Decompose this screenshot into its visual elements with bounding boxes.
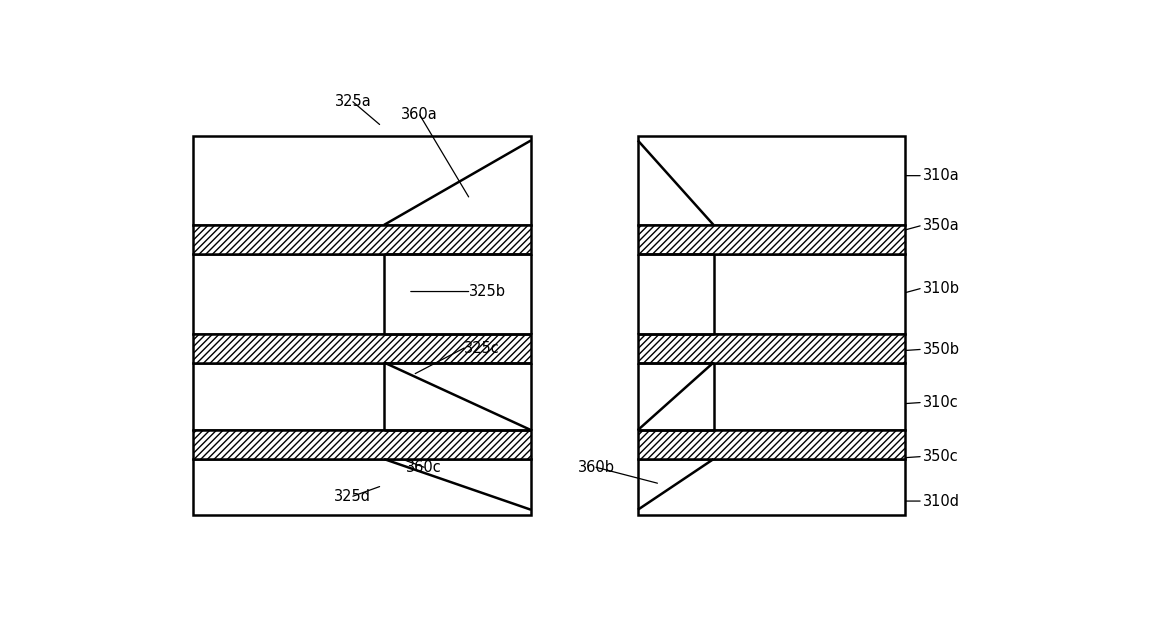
Polygon shape bbox=[193, 225, 531, 254]
Text: 310c: 310c bbox=[923, 395, 958, 410]
Polygon shape bbox=[193, 254, 384, 334]
Text: 325b: 325b bbox=[469, 284, 506, 299]
Polygon shape bbox=[193, 135, 531, 225]
Polygon shape bbox=[714, 362, 905, 430]
Text: 360b: 360b bbox=[578, 460, 615, 475]
Text: 310b: 310b bbox=[923, 281, 959, 296]
Text: 360a: 360a bbox=[401, 107, 438, 122]
Polygon shape bbox=[638, 135, 905, 225]
Polygon shape bbox=[638, 334, 905, 362]
Polygon shape bbox=[193, 430, 531, 459]
Text: 310a: 310a bbox=[923, 168, 959, 183]
Polygon shape bbox=[193, 362, 384, 430]
Polygon shape bbox=[638, 459, 905, 515]
Polygon shape bbox=[638, 430, 905, 459]
Text: 350a: 350a bbox=[923, 218, 959, 233]
Polygon shape bbox=[714, 254, 905, 334]
Polygon shape bbox=[638, 225, 905, 254]
Text: 325d: 325d bbox=[334, 488, 371, 503]
Text: 325c: 325c bbox=[464, 340, 500, 356]
Text: 360c: 360c bbox=[407, 460, 442, 475]
Text: 310d: 310d bbox=[923, 493, 959, 508]
Text: 325a: 325a bbox=[334, 94, 371, 109]
Polygon shape bbox=[193, 334, 531, 362]
Text: 350c: 350c bbox=[923, 449, 958, 464]
Text: 350b: 350b bbox=[923, 342, 959, 357]
Polygon shape bbox=[193, 459, 531, 515]
